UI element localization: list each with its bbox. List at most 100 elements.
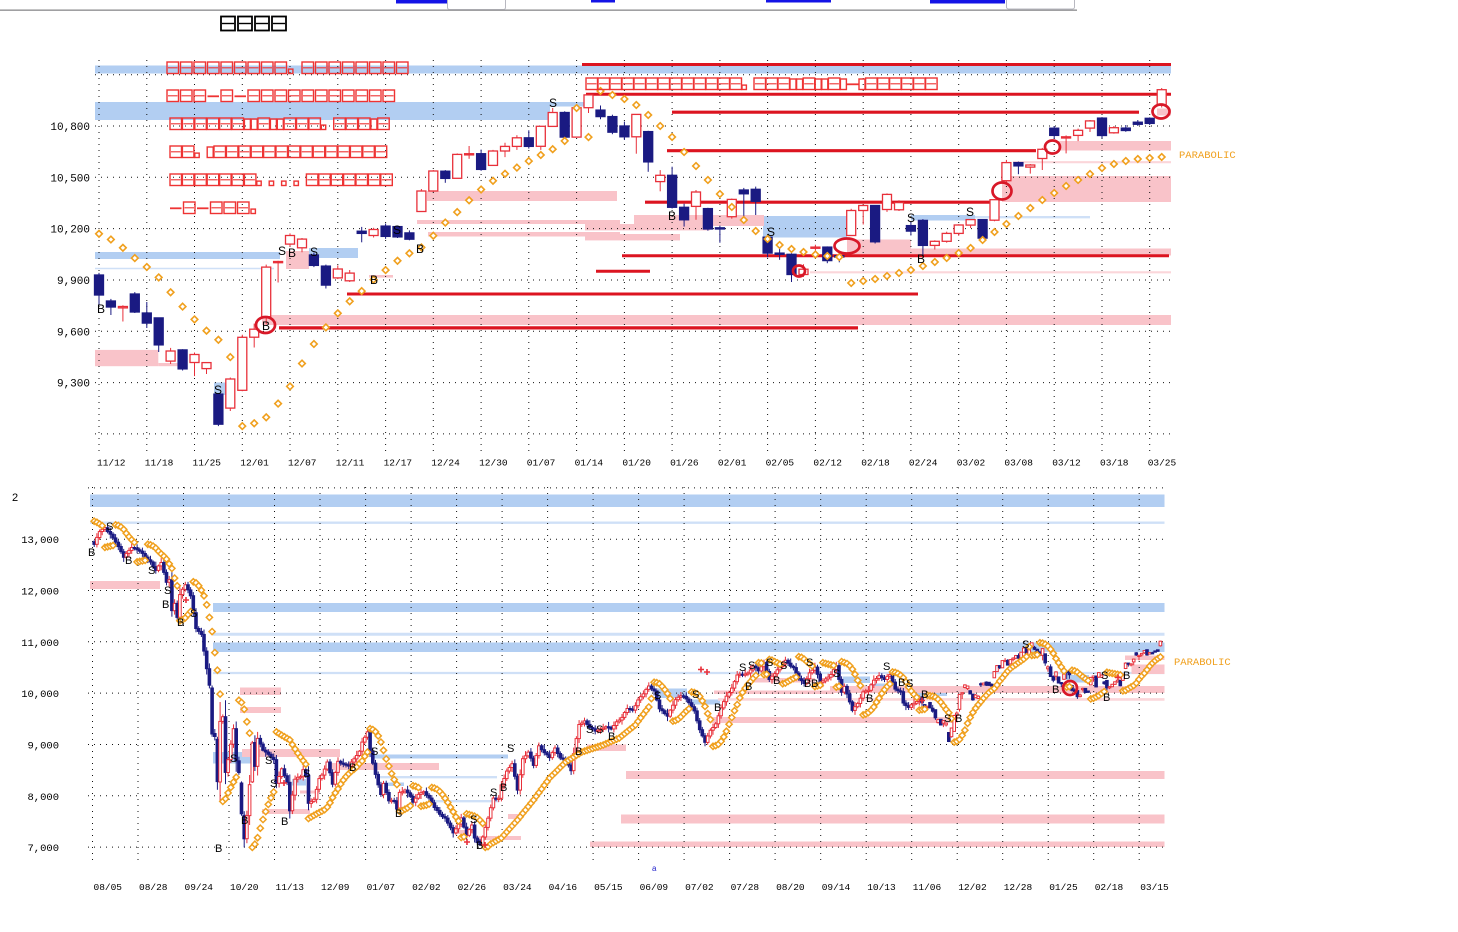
svg-text:B: B: [262, 319, 270, 333]
svg-text:B: B: [162, 599, 169, 611]
svg-text:B: B: [1123, 670, 1130, 682]
svg-text:08/28: 08/28: [139, 882, 168, 893]
svg-text:B: B: [811, 678, 818, 690]
svg-text:B: B: [955, 713, 962, 725]
svg-text:05/15: 05/15: [594, 882, 623, 893]
svg-text:B: B: [288, 246, 296, 260]
svg-text:B: B: [125, 555, 132, 567]
svg-text:09/24: 09/24: [185, 882, 214, 893]
svg-text:12/24: 12/24: [431, 458, 460, 469]
svg-text:03/15: 03/15: [1140, 882, 1169, 893]
svg-text:04/16: 04/16: [549, 882, 578, 893]
svg-text:10/20: 10/20: [230, 882, 259, 893]
svg-text:S: S: [944, 713, 951, 725]
svg-text:10/13: 10/13: [867, 882, 896, 893]
svg-text:B: B: [1052, 684, 1059, 696]
svg-text:07/28: 07/28: [731, 882, 760, 893]
svg-text:S: S: [470, 814, 477, 826]
svg-text:12,000: 12,000: [21, 587, 59, 599]
svg-text:S: S: [966, 205, 974, 219]
svg-text:01/25: 01/25: [1049, 882, 1078, 893]
svg-text:08/05: 08/05: [94, 882, 123, 893]
svg-text:B: B: [177, 617, 184, 629]
svg-text:11/06: 11/06: [913, 882, 942, 893]
svg-text:B: B: [917, 252, 925, 266]
svg-text:S: S: [393, 223, 401, 237]
svg-text:08/20: 08/20: [776, 882, 805, 893]
svg-text:11/18: 11/18: [145, 458, 174, 469]
svg-text:S: S: [654, 690, 661, 702]
svg-text:B: B: [866, 693, 873, 705]
svg-text:02/01: 02/01: [718, 458, 747, 469]
svg-text:12/30: 12/30: [479, 458, 508, 469]
svg-text:S: S: [214, 383, 222, 397]
svg-text:B: B: [476, 840, 483, 852]
svg-text:12/01: 12/01: [240, 458, 269, 469]
svg-text:B: B: [773, 675, 780, 687]
svg-text:S: S: [780, 660, 787, 672]
svg-text:01/07: 01/07: [367, 882, 396, 893]
svg-text:S: S: [748, 660, 755, 672]
svg-text:S: S: [164, 585, 171, 597]
svg-text:S: S: [270, 778, 277, 790]
svg-text:S: S: [549, 96, 557, 110]
svg-text:11/25: 11/25: [193, 458, 222, 469]
svg-text:9,300: 9,300: [57, 379, 90, 391]
svg-text:03/18: 03/18: [1100, 458, 1129, 469]
svg-text:13,000: 13,000: [21, 535, 59, 547]
svg-text:03/25: 03/25: [1148, 458, 1177, 469]
svg-text:B: B: [608, 731, 615, 743]
svg-text:06/09: 06/09: [640, 882, 669, 893]
svg-text:S: S: [596, 724, 603, 736]
svg-text:S: S: [278, 244, 286, 258]
svg-text:S: S: [265, 755, 272, 767]
svg-text:B: B: [215, 843, 222, 855]
svg-text:B: B: [898, 677, 905, 689]
svg-text:B: B: [668, 209, 676, 223]
svg-text:S: S: [766, 657, 773, 669]
svg-text:11,000: 11,000: [21, 638, 59, 650]
svg-text:12/09: 12/09: [321, 882, 350, 893]
svg-text:B: B: [370, 273, 378, 287]
svg-text:07/02: 07/02: [685, 882, 714, 893]
svg-text:11/13: 11/13: [276, 882, 305, 893]
svg-text:B: B: [395, 808, 402, 820]
svg-text:01/14: 01/14: [575, 458, 604, 469]
svg-text:9,900: 9,900: [57, 276, 90, 288]
svg-text:B: B: [745, 681, 752, 693]
svg-text:B: B: [241, 815, 248, 827]
svg-text:10,200: 10,200: [50, 225, 90, 237]
svg-text:B: B: [500, 782, 507, 794]
svg-text:02/02: 02/02: [412, 882, 441, 893]
svg-text:10,000: 10,000: [21, 689, 59, 701]
svg-text:01/07: 01/07: [527, 458, 556, 469]
svg-text:S: S: [190, 608, 197, 620]
svg-text:PARABOLIC: PARABOLIC: [1179, 150, 1236, 162]
svg-text:S: S: [907, 211, 915, 225]
svg-text:12/02: 12/02: [958, 882, 987, 893]
svg-text:S: S: [833, 668, 840, 680]
svg-text:B: B: [349, 762, 356, 774]
svg-text:12/11: 12/11: [336, 458, 365, 469]
svg-text:B: B: [97, 302, 105, 316]
svg-text:10,500: 10,500: [50, 173, 90, 185]
svg-text:B: B: [88, 547, 95, 559]
svg-text:B: B: [1103, 692, 1110, 704]
svg-text:S: S: [767, 225, 775, 239]
svg-text:03/12: 03/12: [1052, 458, 1081, 469]
svg-text:a: a: [652, 864, 657, 873]
svg-text:01/26: 01/26: [670, 458, 699, 469]
svg-text:PARABOLIC: PARABOLIC: [1174, 657, 1231, 669]
svg-text:B: B: [714, 702, 721, 714]
svg-text:03/02: 03/02: [957, 458, 986, 469]
svg-text:S: S: [310, 245, 318, 259]
svg-text:S: S: [1022, 639, 1029, 651]
svg-text:03/24: 03/24: [503, 882, 532, 893]
svg-text:01/20: 01/20: [622, 458, 651, 469]
svg-text:02/18: 02/18: [861, 458, 890, 469]
svg-text:S: S: [490, 787, 497, 799]
svg-text:S: S: [586, 724, 593, 736]
svg-text:7,000: 7,000: [27, 843, 59, 855]
svg-text:S: S: [507, 743, 514, 755]
svg-text:S: S: [230, 753, 237, 765]
